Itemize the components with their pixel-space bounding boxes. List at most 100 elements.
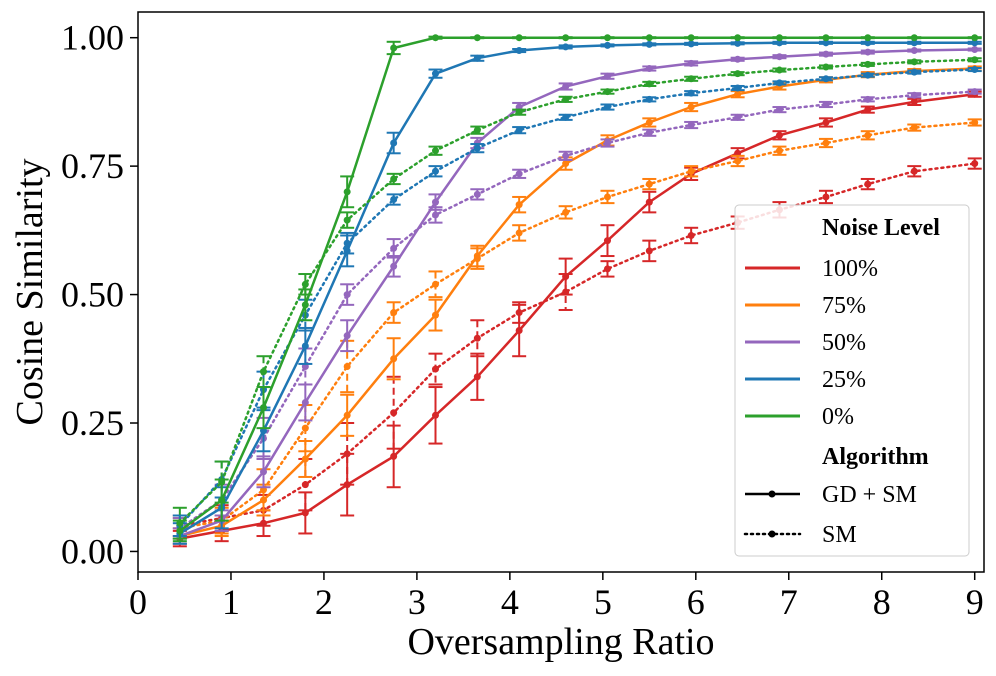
series-100pct-sm [172,157,982,538]
x-axis-label: Oversampling Ratio [407,621,714,663]
data-point [431,147,439,155]
legend-label-50: 50% [822,330,866,356]
data-point [515,34,523,42]
data-point [775,53,783,61]
data-point [603,34,611,42]
data-point [645,198,653,206]
y-tick-label: 0.25 [61,403,124,443]
data-point [473,54,481,62]
data-point [390,355,398,363]
data-point [343,362,351,370]
data-point [864,60,872,68]
data-point [734,90,742,98]
data-point [687,231,695,239]
data-point [687,121,695,129]
data-point [473,373,481,381]
data-point [864,180,872,188]
legend-label-25: 25% [822,367,866,393]
data-point [822,75,830,83]
data-point [431,280,439,288]
data-point [301,398,309,406]
data-point [603,72,611,80]
x-tick-label: 0 [129,582,147,622]
data-point [431,211,439,219]
data-point [734,55,742,63]
data-point [687,59,695,67]
data-point [864,131,872,139]
data-point [645,129,653,137]
data-point [775,79,783,87]
data-point [864,34,872,42]
legend-marker-gdsm [768,490,776,498]
legend-noise-title: Noise Level [822,215,940,241]
data-point [390,309,398,317]
data-point [971,160,979,168]
data-point [515,201,523,209]
x-tick-label: 3 [408,582,426,622]
data-point [343,450,351,458]
x-tick-label: 7 [780,582,798,622]
data-point [562,208,570,216]
data-point [687,40,695,48]
legend-label-0: 0% [822,404,854,430]
data-point [822,139,830,147]
data-point [515,170,523,178]
series-0pct-sm [172,56,982,540]
data-point [775,131,783,139]
data-point [910,47,918,55]
legend: Noise Level 100% 75% 50% 25% 0% Algorith… [734,204,970,557]
data-point [301,424,309,432]
axis-ticks: 0 1 2 3 4 5 6 7 8 9 0.00 0.25 0.50 0.75 1.00 [61,18,984,622]
data-point [822,39,830,47]
legend-label-sm: SM [822,522,857,548]
data-point [864,71,872,79]
series-25pct-gdsm [172,39,982,545]
data-point [775,106,783,114]
x-tick-label: 6 [687,582,705,622]
data-point [301,481,309,489]
legend-marker-sm [768,530,776,538]
data-point [176,519,184,527]
data-point [645,80,653,88]
data-point [431,34,439,42]
data-point [343,239,351,247]
data-point [562,95,570,103]
data-point [218,478,226,486]
data-point [822,118,830,126]
data-point [864,106,872,114]
data-point [734,113,742,121]
data-point [343,332,351,340]
data-point [910,124,918,132]
data-point [687,75,695,83]
data-point [390,139,398,147]
data-point [515,229,523,237]
data-point [971,56,979,64]
data-point [562,82,570,90]
data-point [734,84,742,92]
data-point [645,65,653,73]
data-point [971,66,979,74]
data-point [603,41,611,49]
data-point [645,34,653,42]
data-point [734,157,742,165]
data-point [515,47,523,55]
data-point [603,103,611,111]
x-tick-label: 5 [594,582,612,622]
data-point [687,103,695,111]
data-point [260,368,268,376]
data-point [473,144,481,152]
data-point [473,34,481,42]
data-point [515,126,523,134]
data-point [910,58,918,66]
data-point [431,70,439,78]
data-point [971,88,979,96]
data-point [822,63,830,71]
data-point [603,88,611,96]
data-point [822,100,830,108]
data-point [864,39,872,47]
legend-box [734,204,970,557]
data-point [910,68,918,76]
series-layer [172,34,982,548]
data-point [431,365,439,373]
